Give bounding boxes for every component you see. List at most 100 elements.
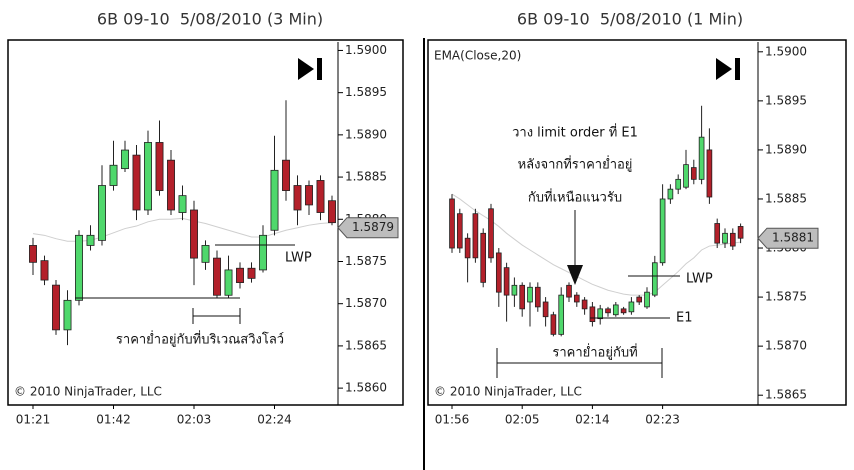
candle-body	[305, 185, 313, 206]
candle-body	[605, 308, 611, 314]
candle-body	[683, 164, 689, 188]
x-tick-label: 01:42	[96, 413, 131, 427]
candle-body	[40, 260, 49, 281]
y-tick-label: 1.5900	[765, 44, 807, 58]
candle-body	[144, 142, 152, 211]
y-tick-label: 1.5870	[345, 296, 387, 310]
candle-body	[480, 232, 487, 283]
candle-body	[224, 269, 233, 296]
candle-body	[651, 262, 658, 296]
candle-body	[282, 159, 290, 191]
annotation: LWP	[686, 272, 713, 287]
candle-body	[573, 294, 580, 303]
copyright: © 2010 NinjaTrader, LLC	[434, 385, 582, 399]
candle-body	[706, 149, 713, 198]
y-tick-label: 1.5865	[765, 388, 807, 402]
candle-body	[201, 245, 210, 263]
candle-body	[464, 237, 471, 259]
annotation: วาง limit order ที่ E1	[512, 124, 638, 141]
y-tick-label: 1.5870	[765, 339, 807, 353]
candle-body	[190, 209, 198, 259]
candle-body	[589, 306, 596, 323]
annotation: ราคาย่ำอยู่กับที่บริเวณสวิงโลว์	[116, 331, 284, 348]
x-tick-label: 02:23	[645, 413, 680, 427]
y-tick-label: 1.5875	[765, 290, 807, 304]
candle-body	[620, 308, 627, 314]
candle-body	[698, 136, 705, 180]
candle-body	[472, 213, 479, 259]
y-tick-label: 1.5895	[765, 93, 807, 107]
candle-body	[550, 314, 557, 335]
candle-body	[293, 185, 302, 211]
price-tag	[337, 217, 399, 239]
y-tick-label: 1.5875	[345, 254, 387, 268]
y-tick-label: 1.5900	[345, 43, 387, 57]
candle-body	[690, 167, 697, 180]
annotation: E1	[676, 311, 693, 326]
candle-body	[132, 154, 141, 211]
candle-body	[714, 223, 721, 244]
candle-body	[456, 213, 463, 249]
candle-body	[503, 267, 510, 296]
y-tick-label: 1.5885	[345, 170, 387, 184]
candle-body	[737, 226, 744, 239]
candle-body	[488, 208, 494, 259]
ema-line	[451, 193, 741, 296]
annotation: LWP	[285, 251, 312, 266]
candle-body	[729, 232, 736, 247]
candle-body	[581, 299, 588, 310]
candle-body	[722, 232, 728, 244]
candle-body	[511, 284, 518, 296]
candle-body	[109, 164, 118, 186]
panel-frame	[427, 39, 847, 406]
chart-title: 6B 09-10 5/08/2010 (3 Min)	[97, 10, 323, 29]
panel-frame	[7, 39, 404, 406]
candle-body	[566, 284, 572, 298]
candle-body	[636, 296, 643, 303]
x-tick-label: 01:56	[435, 413, 470, 427]
candle-body	[667, 188, 674, 200]
candle-body	[63, 299, 72, 331]
x-tick-label: 01:21	[16, 413, 51, 427]
annotation: หลังจากที่ราคาย่ำอยู่	[518, 156, 633, 173]
price-tag	[757, 227, 819, 249]
candle-body	[29, 245, 37, 263]
y-tick-label: 1.5885	[765, 191, 807, 205]
candle-body	[213, 257, 221, 296]
candle-body	[675, 178, 682, 190]
play-icon-bar	[317, 58, 322, 80]
candle-body	[247, 267, 256, 279]
price-tag-label: 1.5881	[772, 231, 814, 245]
x-tick-label: 02:03	[177, 413, 212, 427]
candle-body	[75, 234, 83, 301]
candle-body	[558, 294, 565, 335]
play-icon	[298, 58, 314, 80]
x-tick-label: 02:14	[575, 413, 610, 427]
candle-body	[542, 301, 549, 318]
candle-body	[534, 286, 541, 308]
copyright: © 2010 NinjaTrader, LLC	[14, 385, 162, 399]
x-tick-label: 02:05	[505, 413, 540, 427]
candle-body	[495, 252, 502, 293]
candle-body	[612, 304, 619, 316]
candle-body	[98, 185, 106, 241]
candle-body	[328, 200, 336, 224]
chart-title: 6B 09-10 5/08/2010 (1 Min)	[517, 10, 743, 29]
candle-body	[155, 142, 164, 191]
candle-body	[597, 308, 604, 320]
y-tick-label: 1.5895	[345, 85, 387, 99]
candle-body	[527, 286, 533, 303]
candle-body	[86, 234, 95, 246]
candle-body	[628, 301, 635, 313]
candle-body	[236, 267, 244, 283]
candle-body	[121, 149, 129, 170]
play-icon	[716, 58, 732, 80]
candle-body	[52, 284, 60, 331]
candle-body	[167, 159, 175, 211]
indicator-label: EMA(Close,20)	[434, 49, 521, 63]
annotation: ราคาย่ำอยู่กับที่	[552, 344, 637, 361]
candle-body	[659, 198, 666, 264]
y-tick-label: 1.5890	[765, 142, 807, 156]
play-icon-bar	[735, 58, 740, 80]
